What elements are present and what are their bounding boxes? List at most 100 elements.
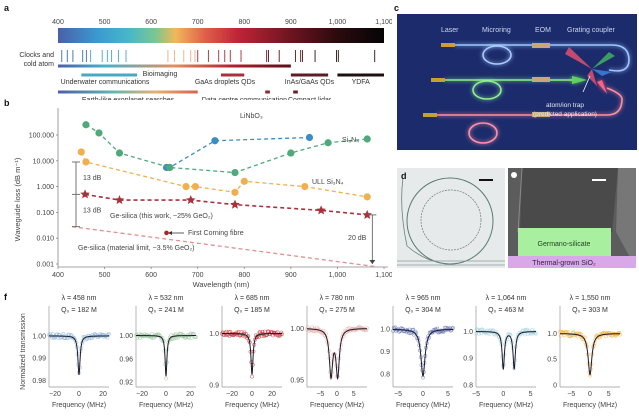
f-y-tick-label: 1.0	[380, 327, 390, 334]
panel-label-d: d	[401, 171, 407, 181]
application-label: Bioimaging	[143, 71, 178, 78]
label-ull-si3n4: ULL Si₃N₄	[312, 179, 344, 186]
measured-point	[618, 332, 622, 337]
y-tick-label: 0.010	[36, 236, 54, 243]
trap-label-2: (predicted application)	[533, 111, 597, 118]
f-x-tick-label: 20	[99, 391, 107, 398]
x-tick-label: 800	[238, 272, 250, 279]
spectrum-subplot: λ = 1,064 nm Q₀ = 463 M 0.8 0.9 1.0 −5 0 5 Frequ…	[463, 295, 538, 409]
fit-curve	[307, 328, 367, 381]
data-point	[211, 137, 219, 145]
spectrum-subplot: λ = 532 nm Q₀ = 241 M 0.92 0.96 1.00 −20 0 20 Fr…	[119, 295, 198, 409]
spectrum-tick-label: 1,000	[329, 19, 347, 26]
label-ge-silica-work: Ge-silica (this work, ~25% GeO₂)	[110, 213, 213, 220]
measured-point	[73, 338, 78, 343]
fit-curve	[136, 335, 196, 377]
f-y-tick-label: 0.98	[32, 378, 46, 385]
series-1	[82, 121, 371, 177]
measured-point	[406, 331, 411, 335]
laser-green	[431, 78, 445, 82]
y-tick-label: 100.000	[29, 133, 54, 140]
x-tick-label: 400	[52, 272, 64, 279]
q-factor-label: Q₀ = 463 M	[488, 307, 524, 314]
y-tick-label: 0.001	[36, 262, 54, 269]
db-range-arrowhead	[369, 260, 376, 264]
f-x-tick-label: 0	[250, 391, 254, 398]
data-point	[231, 188, 239, 196]
data-point-star	[316, 205, 326, 215]
spectrum-subplot: λ = 458 nm Q₀ = 182 M 0.98 0.99 1.00 −20 0 20 Fr…	[32, 295, 111, 409]
label-13db-lower: 13 dB	[83, 208, 102, 215]
measured-point	[146, 334, 151, 339]
measured-point	[495, 331, 499, 336]
f-y-tick-label: 0.95	[290, 377, 304, 384]
trap-beams	[565, 47, 615, 86]
measured-point	[280, 332, 284, 337]
f-x-tick-label: −20	[49, 391, 61, 398]
measured-point	[490, 329, 495, 334]
y-tick-label: 1.000	[36, 184, 54, 191]
f-x-axis-label: Frequency (MHz)	[310, 402, 364, 409]
f-x-tick-label: −5	[472, 391, 480, 398]
panel-c-illustration: Laser Microring EOM Grating coupler	[397, 14, 637, 150]
corning-arrowhead	[168, 231, 172, 235]
measured-point	[310, 325, 315, 330]
application-range-bar	[265, 90, 270, 94]
eom-blue	[532, 43, 550, 48]
fit-curve	[222, 333, 282, 375]
data-point	[77, 148, 85, 156]
series-line	[85, 124, 368, 174]
germano-silicate-layer	[518, 228, 611, 256]
sio2-label: Thermal-grown SiO₂	[532, 260, 596, 267]
spectrum-bar	[58, 28, 384, 43]
fit-curve	[49, 335, 109, 375]
f-x-axis-label: Frequency (MHz)	[396, 402, 450, 409]
label-linbo3: LiNbO₃	[240, 113, 263, 120]
eom-red	[532, 112, 550, 117]
f-y-tick-label: 0.9	[380, 349, 390, 356]
green-waveguide	[445, 76, 587, 100]
measured-point	[140, 334, 144, 339]
f-y-tick-label: 0.8	[380, 371, 390, 378]
data-point-star	[362, 209, 372, 219]
q-factor-label: Q₀ = 185 M	[234, 307, 270, 314]
panel-label-f: f	[4, 292, 7, 302]
data-point	[164, 230, 169, 236]
wavelength-label: λ = 1,064 nm	[486, 295, 527, 302]
f-x-tick-label: 0	[421, 391, 425, 398]
measured-point	[507, 333, 511, 337]
f-x-tick-label: 0	[588, 391, 592, 398]
data-point	[324, 139, 332, 147]
label-first-corning: First Corning fibre	[188, 230, 244, 237]
fit-curve	[560, 333, 620, 376]
data-point	[191, 183, 199, 191]
application-range-bar	[58, 90, 198, 94]
f-y-tick-label: 0.9	[463, 356, 473, 363]
panel-b-chart: 0.001 0.010 0.100 1.000 10.000 100.000 400 500 6…	[13, 108, 392, 289]
application-range-bar	[290, 73, 329, 77]
label-grating-coupler: Grating coupler	[567, 27, 616, 34]
panel-label-c: c	[394, 3, 400, 13]
f-x-axis-label: Frequency (MHz)	[139, 402, 193, 409]
f-y-tick-label: 0.99	[32, 356, 46, 363]
wavelength-label: λ = 532 nm	[149, 295, 184, 302]
clocks-label: Clocks and cold atom	[14, 51, 54, 69]
q-factor-label: Q₀ = 303 M	[572, 307, 608, 314]
y-tick-label: 10.000	[33, 158, 55, 165]
spectrum-tick-label: 800	[238, 19, 250, 26]
f-y-tick-label: 0.5	[547, 357, 557, 364]
red-waveguide	[437, 80, 623, 144]
clocks-label-line1: Clocks and	[19, 52, 54, 59]
x-tick-label: 1,000	[329, 272, 347, 279]
data-point	[166, 163, 174, 172]
panel-label-e	[511, 172, 517, 178]
application-label: YDFA	[352, 79, 371, 86]
spectrum-tick-label: 400	[52, 19, 64, 26]
f-y-tick-label: 0.9	[209, 383, 219, 390]
wavelength-label: λ = 458 nm	[62, 295, 97, 302]
label-13db-upper: 13 dB	[83, 175, 102, 182]
data-point	[305, 133, 314, 142]
x-tick-label: 900	[285, 272, 297, 279]
panel-f-spectra: Normalized transmission λ = 458 nm Q₀ = 18…	[20, 295, 622, 409]
panel-d-micrograph: d	[397, 168, 505, 268]
